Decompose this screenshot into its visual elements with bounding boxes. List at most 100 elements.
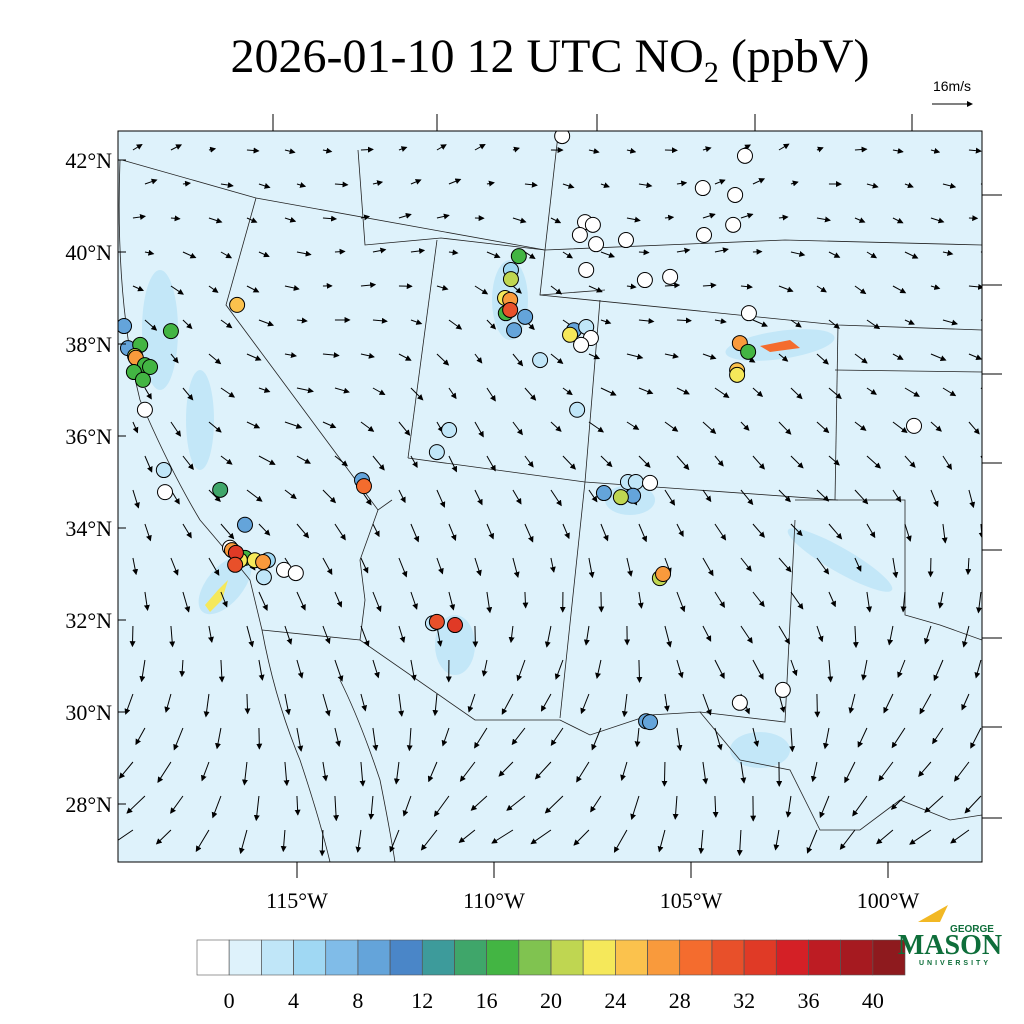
wind-vector xyxy=(512,421,523,436)
wind-vector xyxy=(512,285,522,294)
wind-vector xyxy=(144,387,152,400)
wind-vector xyxy=(924,795,944,813)
wind-vector xyxy=(638,249,650,256)
wind-vector xyxy=(182,319,193,330)
colorbar-tick-label: 40 xyxy=(862,988,884,1013)
wind-vector xyxy=(961,693,970,711)
wind-vector xyxy=(410,179,422,185)
wind-vector xyxy=(481,659,488,677)
wind-vector xyxy=(816,489,830,502)
wind-vector xyxy=(740,489,754,506)
wind-vector xyxy=(672,795,679,820)
wind-vector xyxy=(941,523,948,544)
wind-vector xyxy=(334,523,346,541)
wind-vector xyxy=(676,247,691,254)
wind-vector xyxy=(904,523,912,542)
station xyxy=(502,271,519,288)
station xyxy=(212,481,229,498)
wind-vector xyxy=(534,761,552,780)
colorbar-tick-label: 12 xyxy=(411,988,433,1013)
wind-vector xyxy=(702,625,712,642)
wind-vector xyxy=(170,285,184,295)
wind-vector xyxy=(540,693,552,712)
wind-vector xyxy=(368,795,375,820)
wind-vector xyxy=(583,625,590,646)
wind-vector xyxy=(976,591,982,614)
wind-vector xyxy=(664,625,672,648)
wind-vector xyxy=(702,421,717,434)
wind-vector xyxy=(968,489,976,509)
wind-vector xyxy=(576,761,590,783)
wind-vector xyxy=(296,317,308,324)
wind-vector xyxy=(398,421,411,436)
station xyxy=(162,323,179,340)
station xyxy=(627,474,644,490)
wind-vector xyxy=(436,284,449,291)
wind-vector xyxy=(852,625,859,649)
wind-vector xyxy=(588,148,600,155)
colorbar-box xyxy=(840,939,874,976)
station xyxy=(727,186,744,203)
wind-vector xyxy=(942,250,954,256)
wind-vector xyxy=(359,761,366,787)
wind-vector xyxy=(740,761,747,784)
colorbar-box xyxy=(808,939,841,976)
wind-vector xyxy=(580,693,590,715)
wind-vector xyxy=(854,557,862,572)
colorbar-tick-label: 0 xyxy=(224,988,235,1013)
wind-vector xyxy=(524,455,534,468)
wind-vector xyxy=(322,215,338,222)
wind-vector xyxy=(284,148,296,155)
wind-vector xyxy=(919,693,932,715)
station xyxy=(617,232,634,249)
wind-vector xyxy=(702,212,716,219)
wind-vector xyxy=(322,693,331,717)
wind-vector xyxy=(714,523,727,541)
wind-vector xyxy=(702,282,717,289)
wind-vector xyxy=(246,217,258,223)
wind-vector xyxy=(626,557,633,577)
wind-vector xyxy=(410,523,420,543)
wind-vector xyxy=(778,214,789,221)
wind-vector xyxy=(511,727,526,746)
lon-tick-label: 105°W xyxy=(660,888,723,913)
station xyxy=(255,569,272,586)
wind-vector xyxy=(436,353,450,366)
wind-vector xyxy=(530,829,552,845)
wind-vector xyxy=(676,180,688,187)
wind-vector xyxy=(448,455,457,473)
wind-vector xyxy=(595,659,602,679)
wind-vector xyxy=(139,659,146,683)
wind-vector xyxy=(866,591,873,613)
wind-vector xyxy=(637,591,644,609)
wind-vector xyxy=(360,352,375,359)
lat-tick-label: 34°N xyxy=(65,516,112,541)
wind-vector xyxy=(562,455,576,470)
logo-swoosh xyxy=(918,905,948,922)
wind-vector xyxy=(155,829,172,845)
wind-vector xyxy=(626,147,637,154)
wind-vector xyxy=(360,421,375,432)
wind-vector xyxy=(211,795,222,819)
wind-vector xyxy=(182,387,194,401)
wind-vector xyxy=(220,251,233,259)
wind-vector xyxy=(398,625,406,644)
wind-vector xyxy=(828,251,841,258)
wind-vector xyxy=(296,250,312,257)
wind-vector xyxy=(360,282,377,289)
wind-vector xyxy=(436,557,444,575)
wind-vector xyxy=(296,455,311,464)
wind-vector xyxy=(942,182,957,189)
wind-vector xyxy=(562,523,570,540)
wind-vector xyxy=(182,251,197,259)
wind-vector xyxy=(284,352,297,359)
wind-vector xyxy=(294,795,301,816)
wind-vector xyxy=(970,727,982,749)
station xyxy=(118,318,133,335)
wind-vector xyxy=(676,523,684,538)
wind-vector xyxy=(866,319,881,330)
wind-vector xyxy=(398,212,412,219)
wind-vector xyxy=(942,319,958,326)
wind-vector xyxy=(132,285,145,292)
wind-vector xyxy=(486,180,495,187)
